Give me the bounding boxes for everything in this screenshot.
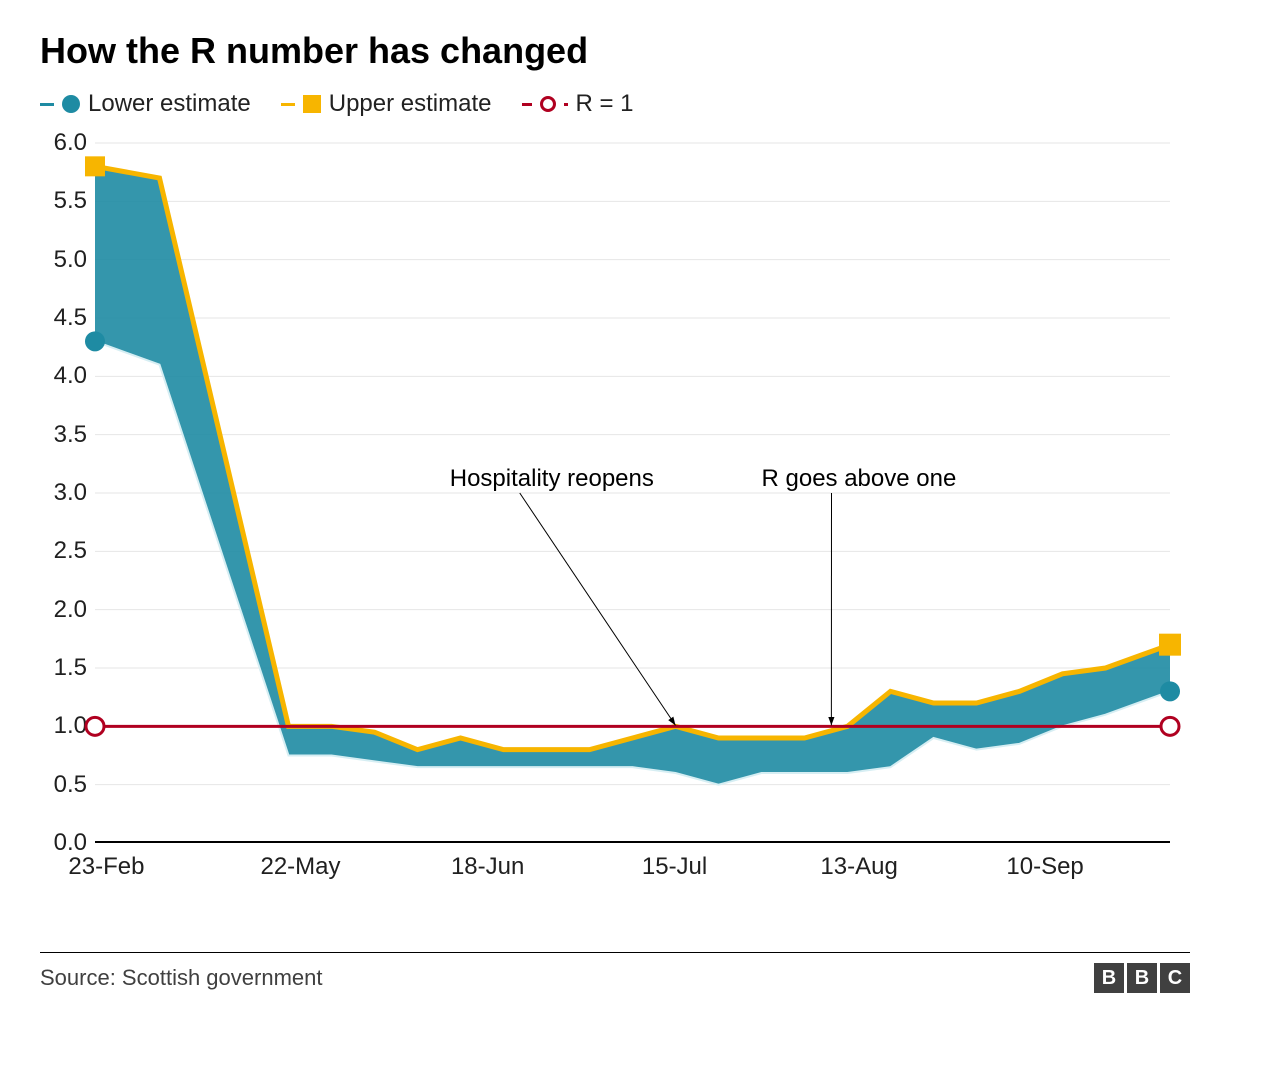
y-tick-label: 2.0 [54, 596, 87, 624]
y-axis: 0.00.51.01.52.02.53.03.54.04.55.05.56.0 [40, 143, 95, 843]
legend-marker-circle-icon [62, 95, 80, 113]
y-tick-label: 0.5 [54, 771, 87, 799]
chart-container: How the R number has changed Lower estim… [40, 30, 1190, 903]
plot-wrap: 0.00.51.01.52.02.53.03.54.04.55.05.56.0 … [40, 143, 1170, 903]
footer: Source: Scottish government B B C [40, 952, 1190, 993]
legend-label-upper: Upper estimate [329, 90, 492, 118]
bbc-box-1: B [1127, 963, 1157, 993]
bbc-box-0: B [1094, 963, 1124, 993]
legend-label-r1: R = 1 [576, 90, 634, 118]
y-tick-label: 3.0 [54, 479, 87, 507]
annotation-r-above: R goes above one [762, 465, 957, 493]
x-tick-label: 15-Jul [642, 853, 707, 881]
x-tick-label: 22-May [260, 853, 340, 881]
x-tick-label: 18-Jun [451, 853, 524, 881]
y-tick-label: 1.5 [54, 654, 87, 682]
annotation-hospitality: Hospitality reopens [450, 465, 654, 493]
plot-svg [95, 143, 1170, 843]
plot-area: Hospitality reopens R goes above one [95, 143, 1170, 843]
x-tick-label: 10-Sep [1006, 853, 1083, 881]
y-tick-label: 5.5 [54, 187, 87, 215]
legend-item-upper: Upper estimate [281, 90, 492, 118]
bbc-logo-icon: B B C [1094, 963, 1190, 993]
y-tick-label: 5.0 [54, 246, 87, 274]
bbc-box-2: C [1160, 963, 1190, 993]
y-tick-label: 4.0 [54, 362, 87, 390]
y-tick-label: 1.0 [54, 712, 87, 740]
legend-item-lower: Lower estimate [40, 90, 251, 118]
y-tick-label: 6.0 [54, 129, 87, 157]
y-tick-label: 4.5 [54, 304, 87, 332]
x-tick-label: 13-Aug [820, 853, 897, 881]
legend: Lower estimate Upper estimate R = 1 [40, 90, 1190, 118]
source-text: Source: Scottish government [40, 965, 322, 991]
y-tick-label: 2.5 [54, 537, 87, 565]
legend-line-upper [281, 103, 295, 106]
x-tick-label: 23-Feb [68, 853, 144, 881]
legend-marker-hollow-icon [540, 96, 556, 112]
legend-label-lower: Lower estimate [88, 90, 251, 118]
legend-marker-square-icon [303, 95, 321, 113]
legend-line-lower [40, 103, 54, 106]
y-tick-label: 3.5 [54, 421, 87, 449]
chart-title: How the R number has changed [40, 30, 1190, 72]
legend-item-r1: R = 1 [522, 90, 634, 118]
legend-line-r1 [522, 103, 532, 106]
legend-line-r1b [564, 103, 568, 106]
